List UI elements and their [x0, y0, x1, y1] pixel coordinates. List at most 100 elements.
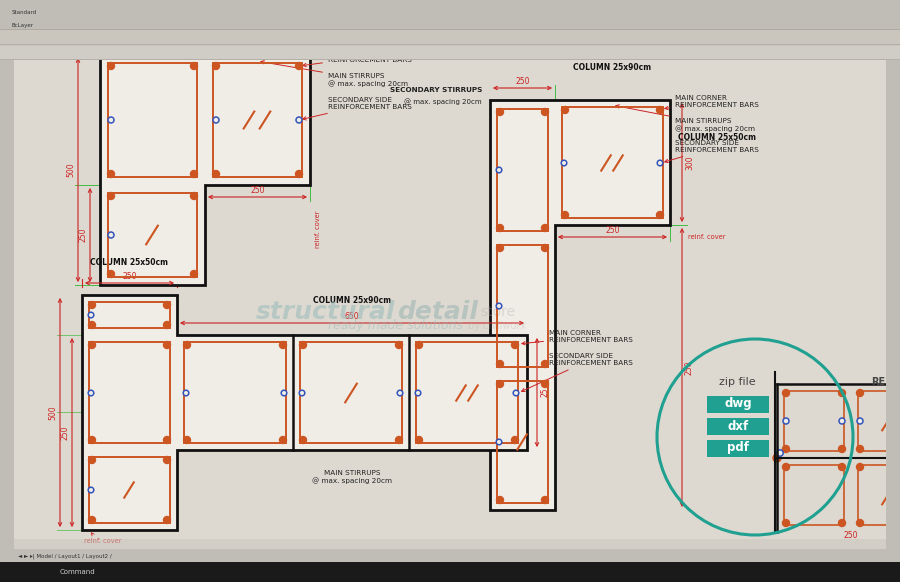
Circle shape [542, 225, 548, 232]
Text: 250: 250 [78, 228, 87, 242]
Circle shape [513, 390, 518, 396]
Circle shape [295, 62, 302, 69]
Circle shape [280, 436, 286, 443]
Polygon shape [490, 100, 670, 510]
Circle shape [542, 381, 548, 388]
Circle shape [397, 390, 403, 396]
Circle shape [164, 342, 170, 349]
Circle shape [839, 418, 845, 424]
Circle shape [496, 439, 502, 445]
Circle shape [773, 454, 781, 462]
Text: reinf. cover: reinf. cover [315, 210, 321, 247]
Circle shape [295, 171, 302, 178]
Text: MAIN CORNER
REINFORCEMENT BARS: MAIN CORNER REINFORCEMENT BARS [302, 50, 412, 67]
Text: 500: 500 [66, 163, 75, 178]
Text: ready made solutions: ready made solutions [328, 320, 463, 332]
Text: COLUMN 25x90cm: COLUMN 25x90cm [573, 63, 651, 72]
Circle shape [88, 456, 95, 463]
Circle shape [212, 171, 220, 178]
Circle shape [857, 520, 863, 527]
Circle shape [107, 193, 114, 200]
FancyBboxPatch shape [707, 418, 769, 435]
Polygon shape [82, 295, 527, 530]
Text: COLUMN 25x50cm: COLUMN 25x50cm [166, 18, 244, 27]
Circle shape [107, 62, 114, 69]
Text: SECONDARY SIDE
REINFORCEMENT BARS: SECONDARY SIDE REINFORCEMENT BARS [665, 140, 759, 162]
Circle shape [88, 390, 94, 396]
Text: 250: 250 [60, 425, 69, 440]
Circle shape [164, 456, 170, 463]
Circle shape [542, 496, 548, 503]
Text: 25: 25 [540, 388, 549, 398]
Circle shape [562, 211, 569, 218]
Text: by civilworx: by civilworx [468, 321, 526, 331]
Polygon shape [0, 549, 900, 562]
Circle shape [191, 271, 197, 278]
Polygon shape [0, 0, 900, 30]
Circle shape [857, 418, 863, 424]
Circle shape [782, 389, 789, 396]
Text: structural: structural [256, 300, 395, 324]
Circle shape [496, 303, 502, 309]
Circle shape [213, 117, 219, 123]
Text: MAIN CORNER
REINFORCEMENT BARS: MAIN CORNER REINFORCEMENT BARS [665, 95, 759, 109]
Circle shape [299, 390, 305, 396]
Text: 300: 300 [685, 155, 694, 170]
Polygon shape [0, 46, 900, 60]
Circle shape [857, 463, 863, 470]
Circle shape [511, 436, 518, 443]
Circle shape [107, 271, 114, 278]
Circle shape [416, 436, 422, 443]
Circle shape [656, 107, 663, 113]
Text: dxf: dxf [727, 420, 749, 432]
Text: COLUMN 25x50cm: COLUMN 25x50cm [678, 133, 756, 142]
Text: MAIN CORNER
REINFORCEMENT BARS: MAIN CORNER REINFORCEMENT BARS [522, 330, 633, 345]
Circle shape [839, 463, 845, 470]
Circle shape [656, 211, 663, 218]
Circle shape [839, 389, 845, 396]
Circle shape [497, 108, 503, 115]
Circle shape [511, 342, 518, 349]
Circle shape [857, 389, 863, 396]
Text: Standard: Standard [12, 9, 37, 15]
Text: 250: 250 [122, 272, 137, 281]
Text: @ max. spacing 20cm: @ max. spacing 20cm [404, 98, 482, 105]
Text: SECONDARY SIDE
REINFORCEMENT BARS: SECONDARY SIDE REINFORCEMENT BARS [521, 353, 633, 392]
Circle shape [542, 244, 548, 251]
Circle shape [300, 342, 307, 349]
Text: dwg: dwg [724, 398, 751, 410]
Text: ◄ ► ▸| Model / Layout1 / Layout2 /: ◄ ► ▸| Model / Layout1 / Layout2 / [18, 553, 112, 559]
Text: COLUMN 25x50cm: COLUMN 25x50cm [287, 32, 365, 41]
Text: detail: detail [397, 300, 478, 324]
Text: pdf: pdf [727, 442, 749, 455]
Circle shape [497, 496, 503, 503]
Circle shape [184, 342, 191, 349]
Text: SECONDARY SIDE
REINFORCEMENT BARS: SECONDARY SIDE REINFORCEMENT BARS [302, 97, 412, 120]
Circle shape [497, 225, 503, 232]
Polygon shape [100, 55, 310, 285]
Circle shape [184, 436, 191, 443]
Polygon shape [0, 562, 900, 582]
Circle shape [164, 516, 170, 523]
Circle shape [777, 450, 783, 456]
Circle shape [164, 436, 170, 443]
Circle shape [88, 301, 95, 308]
Circle shape [542, 360, 548, 367]
Circle shape [562, 107, 569, 113]
Text: 500: 500 [48, 405, 57, 420]
Circle shape [300, 436, 307, 443]
Text: COLUMN 25x50cm: COLUMN 25x50cm [90, 258, 168, 267]
Circle shape [88, 342, 95, 349]
Circle shape [416, 342, 422, 349]
Circle shape [497, 244, 503, 251]
Text: COLUMN 25x90cm: COLUMN 25x90cm [313, 296, 392, 305]
Circle shape [88, 312, 94, 318]
Circle shape [839, 520, 845, 527]
Circle shape [496, 167, 502, 173]
FancyBboxPatch shape [707, 396, 769, 413]
Circle shape [839, 445, 845, 452]
Circle shape [191, 193, 197, 200]
Text: Command: Command [60, 569, 95, 575]
Circle shape [88, 516, 95, 523]
Text: MAIN STIRRUPS
@ max. spacing 20cm: MAIN STIRRUPS @ max. spacing 20cm [261, 61, 408, 87]
